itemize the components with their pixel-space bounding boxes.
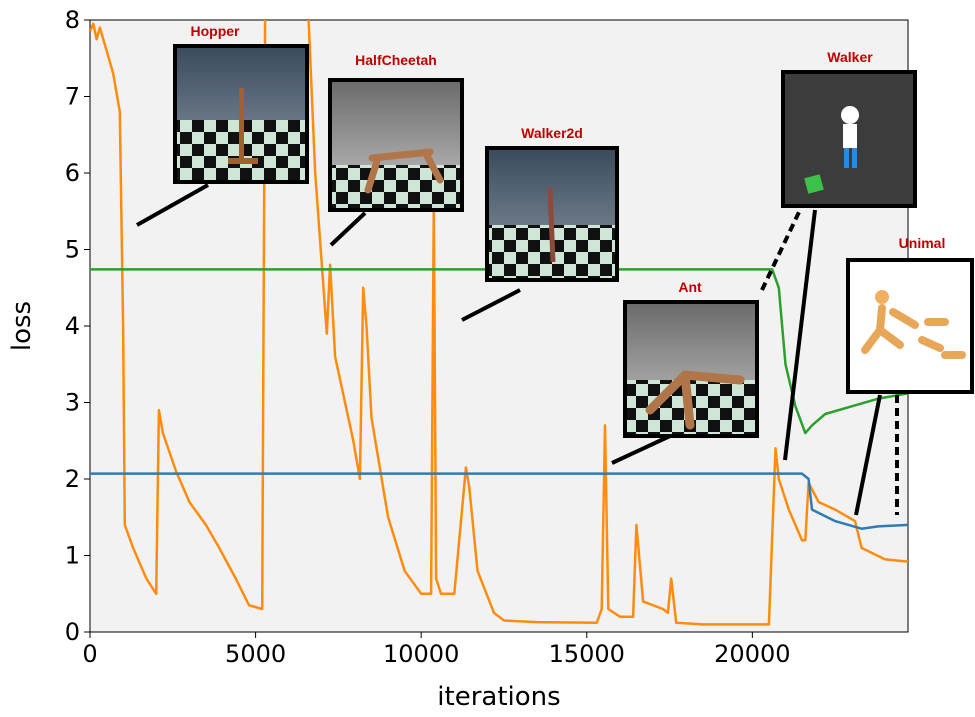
leader-line [329,211,367,247]
annotation-label: HalfCheetah [355,52,437,68]
y-axis-label: loss [7,301,37,351]
series-line [90,20,908,626]
unimal-image [846,258,974,394]
walker2d-image [485,146,619,282]
leader-line [611,434,671,465]
leader-line [854,394,882,516]
annotation-label: Unimal [899,235,946,251]
y-tick-label: 3 [65,389,80,417]
x-axis-label: iterations [437,682,560,712]
x-tick-label: 0 [82,640,97,668]
annotation-label: Walker2d [521,125,583,141]
series-line [90,268,908,435]
x-tick-label: 15000 [549,640,625,668]
x-tick-label: 5000 [225,640,286,668]
annotation-label: Hopper [191,23,241,39]
hopper-image [173,44,309,184]
x-tick-label: 10000 [383,640,459,668]
annotation-label: Ant [678,279,702,295]
y-tick-label: 7 [65,83,80,111]
series-line [90,472,908,530]
lines [90,20,908,626]
leader-line [136,183,209,227]
y-tick-label: 4 [65,312,80,340]
annotations: Hopper HalfCheetah Walker2d Ant Walker U… [136,23,974,516]
leader-line [783,209,817,461]
walker-image [781,70,917,208]
halfcheetah-image [328,78,464,212]
y-tick-label: 2 [65,465,80,493]
y-tick-label: 8 [65,6,80,34]
ant-image [623,300,759,438]
y-tick-label: 5 [65,236,80,264]
leader-line [760,209,802,291]
x-tick-label: 20000 [714,640,790,668]
y-tick-label: 6 [65,159,80,187]
leader-line [461,288,521,322]
annotation-label: Walker [827,49,873,65]
y-tick-label: 1 [65,542,80,570]
y-tick-label: 0 [65,618,80,646]
